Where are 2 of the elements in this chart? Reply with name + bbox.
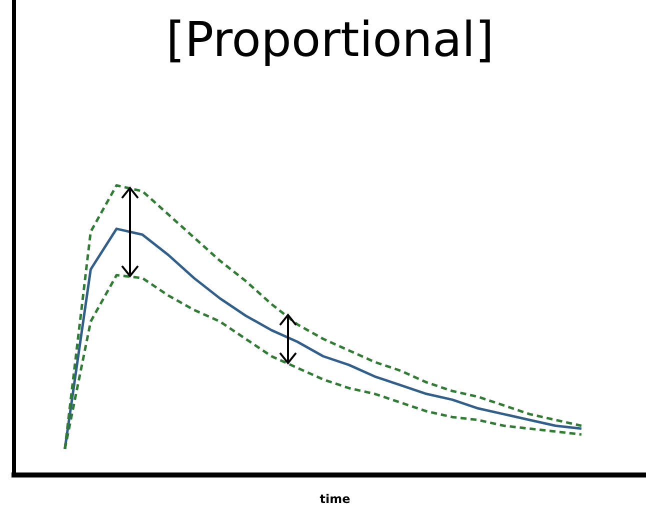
chart-title: [Proportional] xyxy=(166,12,494,68)
x-axis-title: time xyxy=(320,492,350,506)
